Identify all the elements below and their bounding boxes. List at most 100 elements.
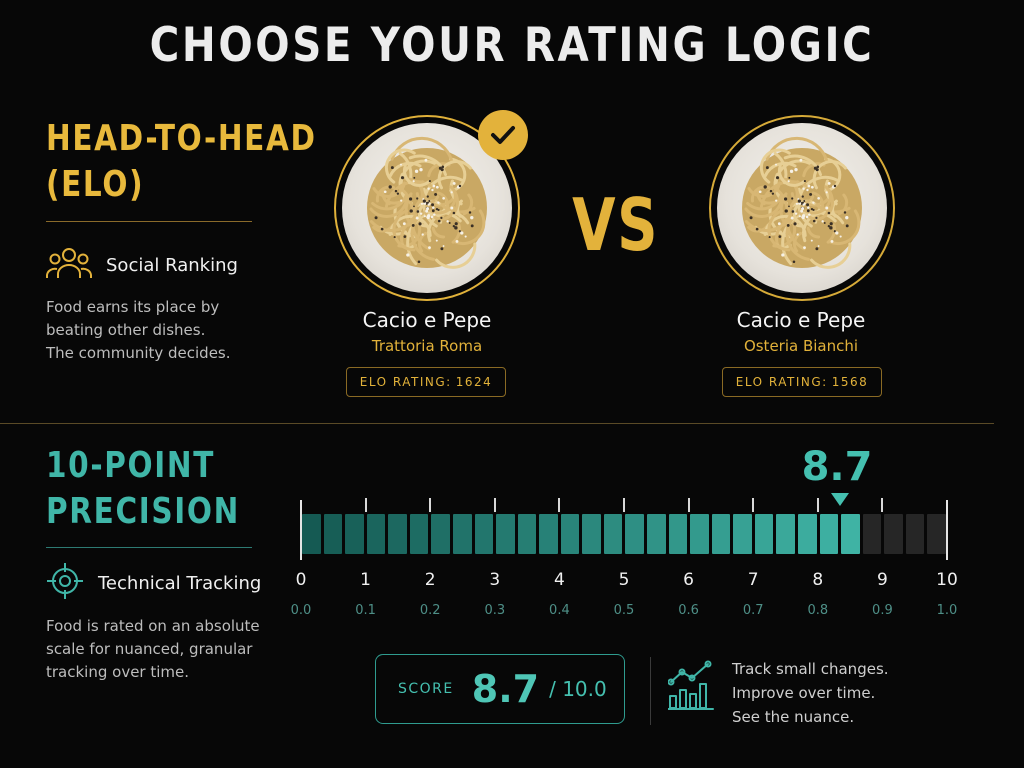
scale-segment	[819, 514, 839, 554]
elo-desc-line: Food earns its place by	[46, 298, 220, 316]
dish-place-b: Osteria Bianchi	[743, 337, 859, 355]
scale-segment	[884, 514, 903, 554]
scale-minor-label: 0.7	[742, 603, 764, 618]
scale-segment	[862, 514, 882, 554]
users-icon	[46, 246, 92, 284]
precision-title-line2: PRECISION	[46, 491, 240, 532]
scale-segment	[711, 514, 731, 554]
precision-desc-line: tracking over time.	[46, 663, 190, 681]
precision-description: Food is rated on an absolute scale for n…	[46, 615, 286, 684]
scale-tick	[493, 498, 496, 512]
scale-tick	[687, 498, 690, 512]
elo-desc-line: beating other dishes.	[46, 321, 206, 339]
scale-tick	[881, 498, 884, 512]
scale-segment	[517, 514, 537, 554]
score-pointer	[831, 493, 849, 506]
rating-scale-bar[interactable]	[300, 514, 948, 554]
score-value: 8.7	[471, 667, 540, 711]
tracking-text: Track small changes. Improve over time. …	[732, 657, 889, 729]
scale-minor-label: 0.3	[484, 603, 506, 618]
scale-segment	[668, 514, 688, 554]
elo-feature-label: Social Ranking	[106, 254, 238, 276]
section-divider	[0, 423, 994, 424]
elo-title-line2: (ELO)	[46, 164, 145, 205]
dish-name-a: Cacio e Pepe	[362, 308, 492, 332]
scale-minor-label: 0.0	[290, 603, 312, 618]
page-title: CHOOSE YOUR RATING LOGIC	[149, 18, 875, 73]
dish-card-b[interactable]	[709, 115, 895, 301]
scale-tick	[623, 498, 625, 512]
scale-major-label: 10	[936, 570, 958, 590]
scale-segment	[754, 514, 774, 554]
scale-segment	[345, 514, 364, 554]
scale-minor-label: 0.2	[419, 603, 441, 618]
elo-feature: Social Ranking	[46, 246, 238, 284]
scale-tick	[816, 498, 819, 512]
scale-minor-label: 1.0	[936, 603, 958, 618]
scale-major-label: 8	[812, 570, 824, 590]
score-label: SCORE	[398, 681, 454, 697]
checkmark-icon	[478, 110, 528, 160]
scale-segment	[302, 514, 321, 554]
scale-minor-label: 0.6	[678, 603, 699, 618]
elo-rating-label: ELO RATING:	[359, 375, 452, 389]
scale-segment	[388, 514, 407, 554]
vertical-divider	[650, 657, 651, 725]
elo-desc-line: The community decides.	[46, 344, 231, 362]
elo-divider	[46, 221, 252, 222]
elo-section-title: HEAD-TO-HEAD (ELO)	[46, 116, 317, 208]
scale-major-label: 1	[360, 570, 371, 590]
scale-segment	[496, 514, 515, 554]
tracking-line: Improve over time.	[732, 684, 876, 702]
scale-major-label: 7	[747, 570, 759, 590]
scale-minor-label: 0.5	[613, 603, 635, 618]
scale-minor-label: 0.8	[807, 603, 829, 618]
precision-feature-label: Technical Tracking	[98, 572, 262, 594]
scale-minor-label: 0.4	[549, 603, 570, 618]
elo-title-line1: HEAD-TO-HEAD	[46, 118, 317, 159]
pasta-dish-image	[717, 123, 887, 293]
scale-segment	[452, 514, 472, 554]
scale-major-label: 9	[876, 570, 888, 590]
precision-divider	[46, 547, 252, 548]
precision-feature: Technical Tracking	[46, 562, 261, 604]
scale-segment	[690, 514, 709, 554]
scale-tick	[364, 498, 367, 512]
scale-segment	[905, 514, 925, 554]
scale-major-label: 5	[618, 570, 630, 590]
scale-segment	[733, 514, 752, 554]
pasta-dish-image	[342, 123, 512, 293]
scale-segment	[927, 514, 946, 554]
scale-segment	[647, 514, 666, 554]
scale-segment	[409, 514, 429, 554]
scale-segment	[797, 514, 817, 554]
elo-rating-label: ELO RATING:	[735, 375, 828, 389]
scale-tick	[558, 498, 561, 512]
scale-segment	[776, 514, 795, 554]
scale-tick	[429, 498, 432, 512]
scale-minor-label: 0.1	[355, 603, 376, 618]
elo-rating-value: 1624	[455, 375, 493, 389]
scale-segment	[603, 514, 623, 554]
elo-rating-value: 1568	[831, 375, 869, 389]
precision-title-line1: 10-POINT	[46, 445, 216, 486]
scale-segment	[582, 514, 601, 554]
dish-place-a: Trattoria Roma	[371, 337, 483, 355]
elo-description: Food earns its place by beating other di…	[46, 296, 286, 365]
scale-segment	[323, 514, 343, 554]
dish-card-a[interactable]	[334, 115, 520, 301]
precision-desc-line: scale for nuanced, granular	[46, 640, 253, 658]
scale-segment	[625, 514, 644, 554]
scale-segment	[841, 514, 860, 554]
elo-rating-badge-b: ELO RATING: 1568	[722, 367, 882, 397]
current-score-label: 8.7	[801, 444, 873, 490]
crosshair-icon	[46, 562, 84, 604]
scale-major-label: 4	[553, 570, 565, 590]
scale-end-cap	[946, 500, 948, 560]
tracking-line: Track small changes.	[732, 660, 889, 678]
score-out-of: / 10.0	[549, 677, 607, 701]
scale-segment	[431, 514, 450, 554]
scale-start-cap	[300, 500, 302, 560]
scale-major-label: 3	[489, 570, 501, 590]
dish-name-b: Cacio e Pepe	[736, 308, 866, 332]
